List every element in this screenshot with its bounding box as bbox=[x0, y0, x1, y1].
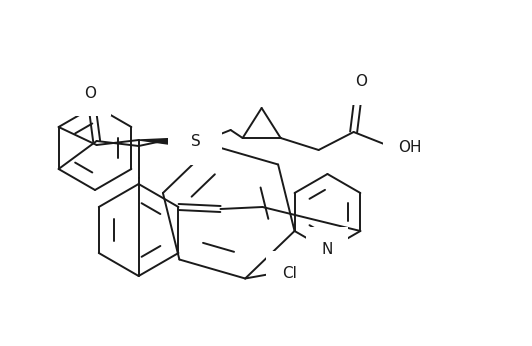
Text: Cl: Cl bbox=[282, 266, 297, 281]
Text: OH: OH bbox=[183, 130, 206, 146]
Text: O: O bbox=[355, 74, 367, 90]
Text: N: N bbox=[322, 243, 333, 257]
Polygon shape bbox=[139, 138, 183, 146]
Text: S: S bbox=[191, 135, 201, 149]
Text: O: O bbox=[84, 85, 96, 100]
Text: OH: OH bbox=[398, 139, 421, 155]
